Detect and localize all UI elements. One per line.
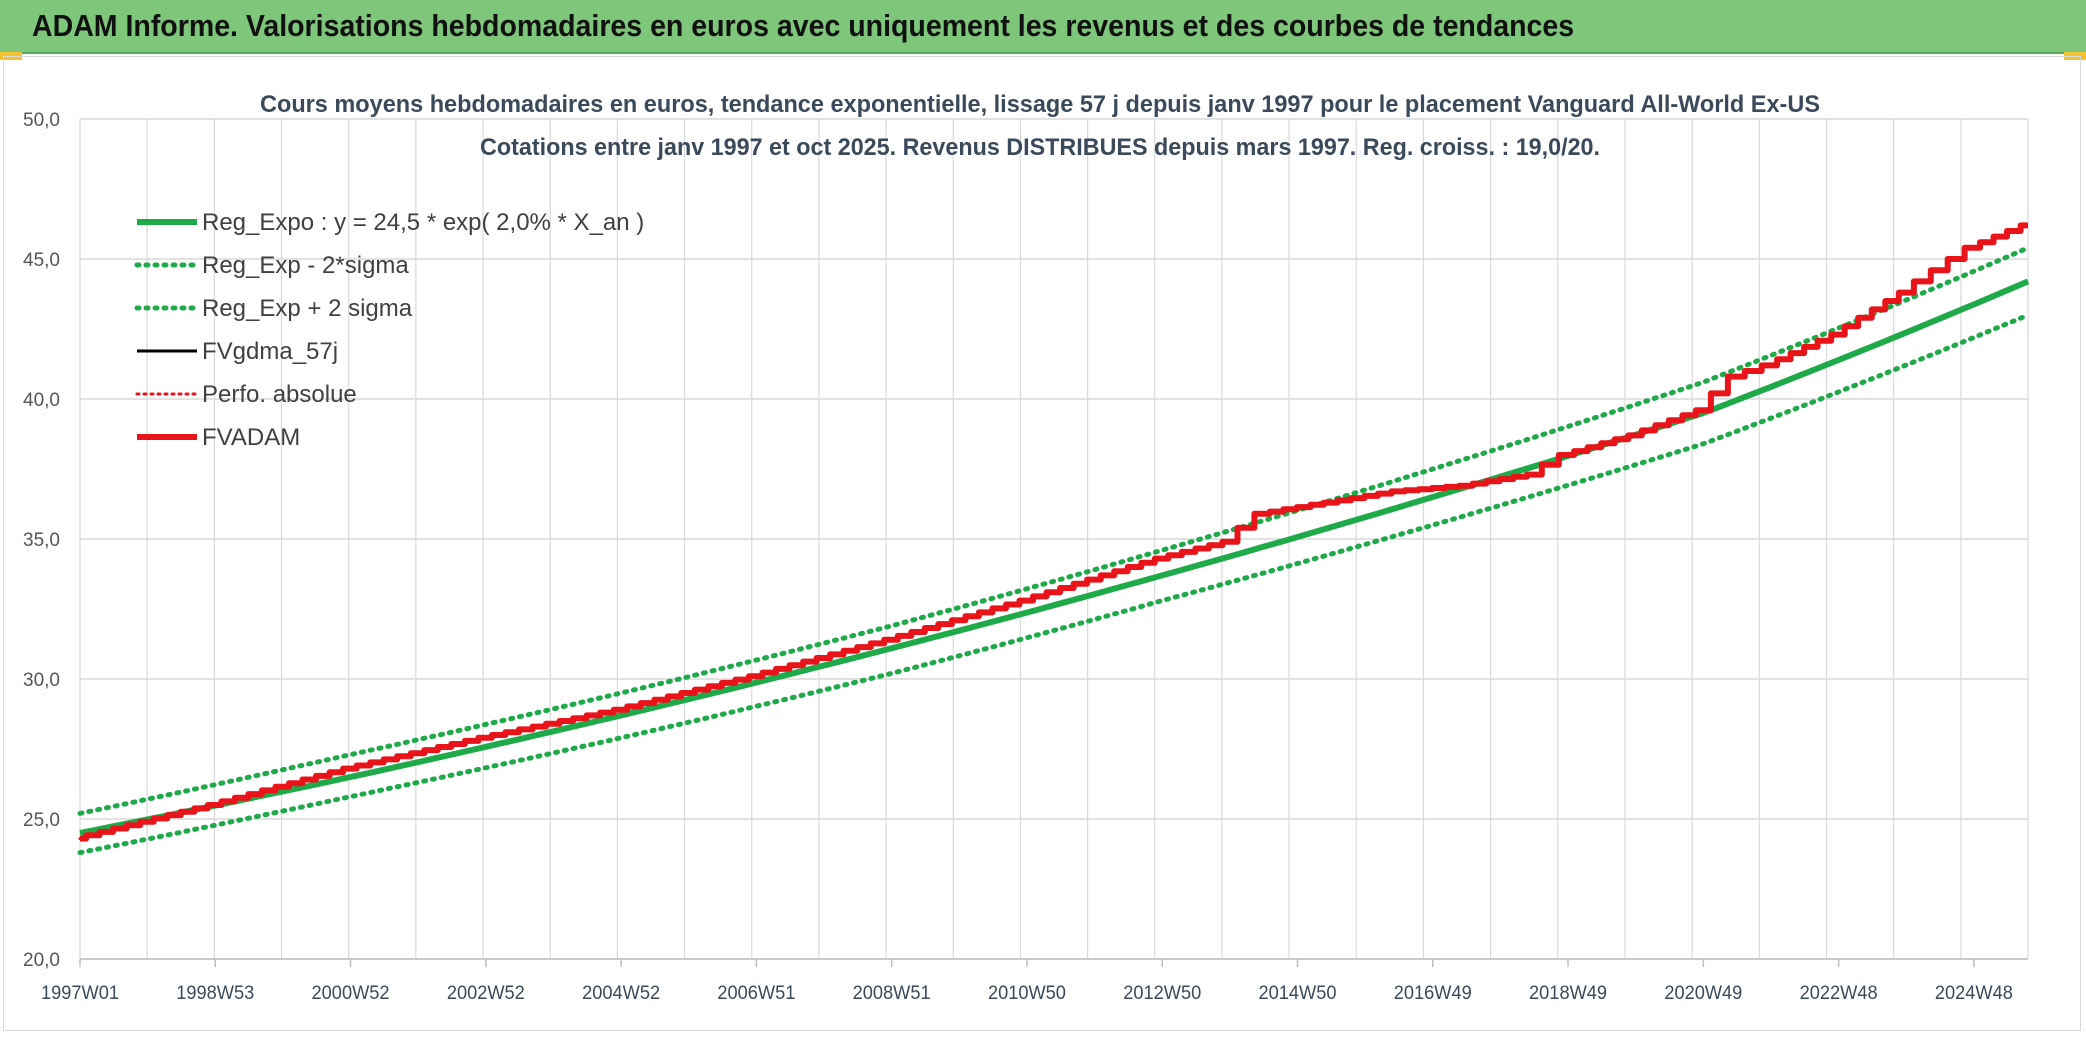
legend-label: Perfo. absolue xyxy=(202,381,357,408)
x-tick-label: 2016W49 xyxy=(1394,983,1472,1004)
y-tick-label: 35,0 xyxy=(23,530,60,551)
line-chart: 20,0 25,0 30,0 35,0 40,0 45,0 50,0 1997W01 1998… xyxy=(23,91,2031,1004)
y-tick-label: 30,0 xyxy=(23,670,60,691)
x-tick-label: 2010W50 xyxy=(988,983,1066,1004)
y-tick-label: 40,0 xyxy=(23,390,60,411)
x-tick-label: 1997W01 xyxy=(41,983,119,1004)
grid-lines xyxy=(79,118,2029,960)
legend-label: Reg_Exp - 2*sigma xyxy=(202,252,409,279)
y-tick-label: 20,0 xyxy=(23,950,60,971)
report-banner: ADAM Informe. Valorisations hebdomadaire… xyxy=(0,0,2086,54)
chart-subtitle: Cotations entre janv 1997 et oct 2025. R… xyxy=(480,134,1600,161)
legend-label: FVADAM xyxy=(202,424,300,451)
x-axis-tick-labels: 1997W01 1998W53 2000W52 2002W52 2004W52 2006W… xyxy=(41,959,2013,1004)
x-tick-label: 2024W48 xyxy=(1935,983,2013,1004)
x-tick-label: 2014W50 xyxy=(1259,983,1337,1004)
y-tick-label: 50,0 xyxy=(23,110,60,131)
legend-label: Reg_Expo : y = 24,5 * exp( 2,0% * X_an ) xyxy=(202,209,644,236)
x-tick-label: 2022W48 xyxy=(1800,983,1878,1004)
x-tick-label: 2002W52 xyxy=(447,983,525,1004)
x-tick-label: 2012W50 xyxy=(1123,983,1201,1004)
series-line-2 xyxy=(77,312,2031,856)
x-tick-label: 1998W53 xyxy=(176,983,254,1004)
series-line-3 xyxy=(77,245,2031,816)
x-tick-label: 2006W51 xyxy=(717,983,795,1004)
y-axis-tick-labels: 20,0 25,0 30,0 35,0 40,0 45,0 50,0 xyxy=(23,110,60,971)
y-tick-label: 25,0 xyxy=(23,810,60,831)
series-lines xyxy=(77,222,2031,856)
legend-label: Reg_Exp + 2 sigma xyxy=(202,295,413,322)
chart-legend: Reg_Expo : y = 24,5 * exp( 2,0% * X_an )… xyxy=(134,209,644,451)
report-title: ADAM Informe. Valorisations hebdomadaire… xyxy=(32,8,1575,43)
y-tick-label: 45,0 xyxy=(23,250,60,271)
x-tick-label: 2008W51 xyxy=(853,983,931,1004)
x-tick-label: 2004W52 xyxy=(582,983,660,1004)
legend-label: FVgdma_57j xyxy=(202,338,338,365)
series-line-6 xyxy=(80,222,2028,842)
chart-title: Cours moyens hebdomadaires en euros, ten… xyxy=(260,91,1820,118)
x-tick-label: 2020W49 xyxy=(1664,983,1742,1004)
x-tick-label: 2018W49 xyxy=(1529,983,1607,1004)
x-tick-label: 2000W52 xyxy=(312,983,390,1004)
